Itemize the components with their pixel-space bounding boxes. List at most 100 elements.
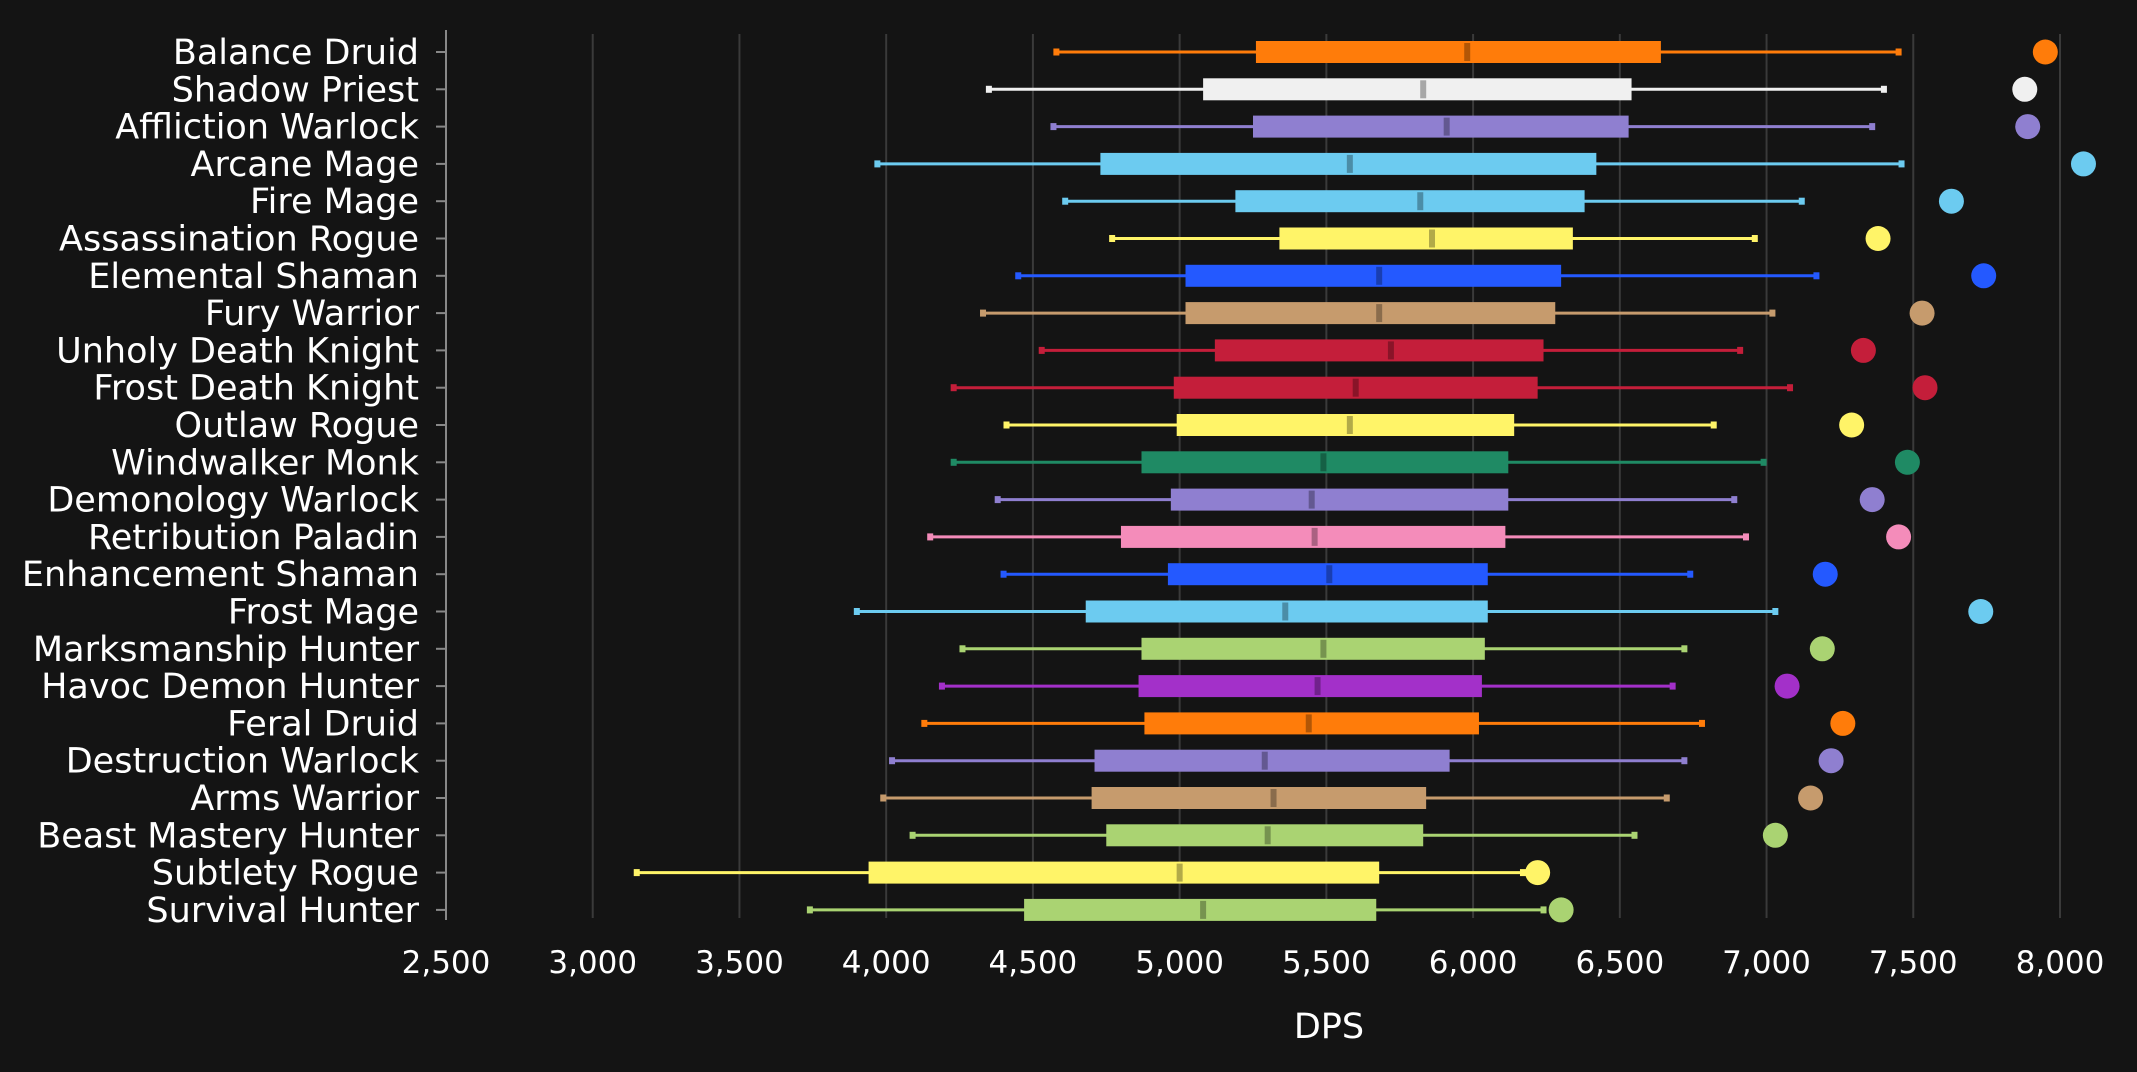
- iqr-box: [1138, 675, 1482, 698]
- median-marker: [1200, 900, 1207, 919]
- whisker-min-cap: [1003, 421, 1010, 429]
- y-axis: [436, 30, 447, 920]
- max-dot: [2012, 76, 2038, 102]
- box-row: [985, 76, 2038, 102]
- category-label: Feral Druid: [227, 704, 419, 744]
- box-row: [633, 860, 1551, 886]
- whisker-max-cap: [1540, 906, 1547, 914]
- box-series: [633, 39, 2096, 923]
- whisker-max-cap: [1631, 831, 1638, 839]
- whisker-min-cap: [1000, 570, 1007, 578]
- box-row: [959, 636, 1835, 662]
- iqr-box: [1255, 41, 1661, 63]
- iqr-box: [1100, 152, 1597, 175]
- median-marker: [1176, 863, 1183, 882]
- box-row: [874, 151, 2096, 177]
- x-tick-label: 3,000: [548, 945, 637, 981]
- box-row: [1109, 226, 1891, 251]
- median-marker: [1270, 789, 1277, 807]
- median-marker: [1346, 416, 1353, 434]
- category-label: Frost Death Knight: [93, 369, 419, 409]
- whisker-min-cap: [633, 869, 640, 877]
- max-dot: [1909, 300, 1935, 326]
- box-row: [1015, 263, 1997, 289]
- category-label: Subtlety Rogue: [152, 854, 419, 894]
- max-dot: [1865, 226, 1891, 251]
- whisker-max-cap: [1769, 309, 1776, 317]
- whisker-max-cap: [1751, 235, 1758, 242]
- box-row: [1038, 337, 1876, 363]
- iqr-box: [1185, 302, 1556, 325]
- category-label: Arcane Mage: [191, 145, 420, 185]
- x-tick-labels: 2,500 3,000 3,500 4,000 4,500 5,000 5,500 6,000…: [402, 945, 2105, 981]
- category-label: Shadow Priest: [172, 70, 419, 110]
- max-dot: [2015, 114, 2041, 140]
- median-marker: [1326, 565, 1333, 584]
- box-row: [938, 673, 1800, 699]
- box-row: [1053, 39, 2058, 65]
- max-dot: [1839, 412, 1865, 438]
- max-dot: [1912, 375, 1938, 401]
- box-row: [1000, 561, 1838, 587]
- max-dot: [1859, 487, 1885, 513]
- iqr-box: [1144, 712, 1479, 735]
- whisker-min-cap: [909, 831, 916, 839]
- box-row: [806, 897, 1574, 923]
- median-marker: [1282, 602, 1289, 621]
- max-dot: [1798, 785, 1824, 811]
- max-dot: [1812, 561, 1838, 587]
- whisker-max-cap: [1681, 757, 1688, 765]
- category-label: Destruction Warlock: [66, 742, 420, 782]
- box-row: [950, 375, 1938, 401]
- box-row: [980, 300, 1935, 326]
- whisker-min-cap: [959, 645, 966, 653]
- whisker-max-cap: [1731, 496, 1738, 504]
- whisker-max-cap: [1772, 608, 1779, 615]
- category-label: Affliction Warlock: [115, 108, 420, 148]
- x-tick-label: 8,000: [2016, 945, 2105, 981]
- whisker-max-cap: [1880, 85, 1887, 93]
- iqr-box: [1253, 115, 1629, 138]
- x-axis-title: DPS: [1294, 1007, 1364, 1047]
- iqr-box: [1141, 451, 1509, 474]
- median-marker: [1387, 341, 1394, 360]
- x-tick-label: 6,500: [1575, 945, 1664, 981]
- max-dot: [1525, 860, 1551, 886]
- category-label: Enhancement Shaman: [22, 555, 419, 595]
- whisker-max-cap: [1710, 421, 1717, 429]
- category-label: Arms Warrior: [190, 779, 419, 819]
- category-label: Assassination Rogue: [59, 220, 419, 260]
- category-label: Outlaw Rogue: [175, 406, 419, 446]
- max-dot: [1894, 449, 1920, 475]
- median-marker: [1264, 826, 1271, 845]
- max-dot: [2070, 151, 2096, 177]
- box-row: [853, 599, 1994, 624]
- iqr-box: [1094, 749, 1450, 772]
- x-tick-label: 7,500: [1869, 945, 1958, 981]
- box-row: [994, 487, 1885, 513]
- whisker-max-cap: [1760, 458, 1767, 466]
- category-label: Windwalker Monk: [111, 443, 420, 483]
- box-row: [909, 822, 1788, 848]
- category-label: Elemental Shaman: [88, 257, 419, 297]
- median-marker: [1420, 80, 1427, 99]
- whisker-min-cap: [1038, 346, 1045, 354]
- iqr-box: [1170, 488, 1509, 511]
- whisker-min-cap: [874, 160, 881, 168]
- median-marker: [1311, 527, 1318, 546]
- whisker-min-cap: [921, 719, 928, 727]
- category-label: Frost Mage: [228, 593, 419, 633]
- max-dot: [1938, 188, 1964, 214]
- median-marker: [1308, 490, 1315, 509]
- category-label: Fury Warrior: [205, 294, 420, 334]
- x-tick-label: 5,500: [1282, 945, 1371, 981]
- x-tick-label: 3,500: [695, 945, 784, 981]
- whisker-min-cap: [938, 682, 945, 690]
- whisker-min-cap: [1109, 235, 1116, 242]
- whisker-min-cap: [980, 309, 987, 317]
- max-dot: [1850, 337, 1876, 363]
- category-label: Survival Hunter: [146, 891, 419, 931]
- box-row: [1003, 412, 1865, 438]
- whisker-min-cap: [806, 906, 813, 914]
- x-tick-label: 4,000: [842, 945, 931, 981]
